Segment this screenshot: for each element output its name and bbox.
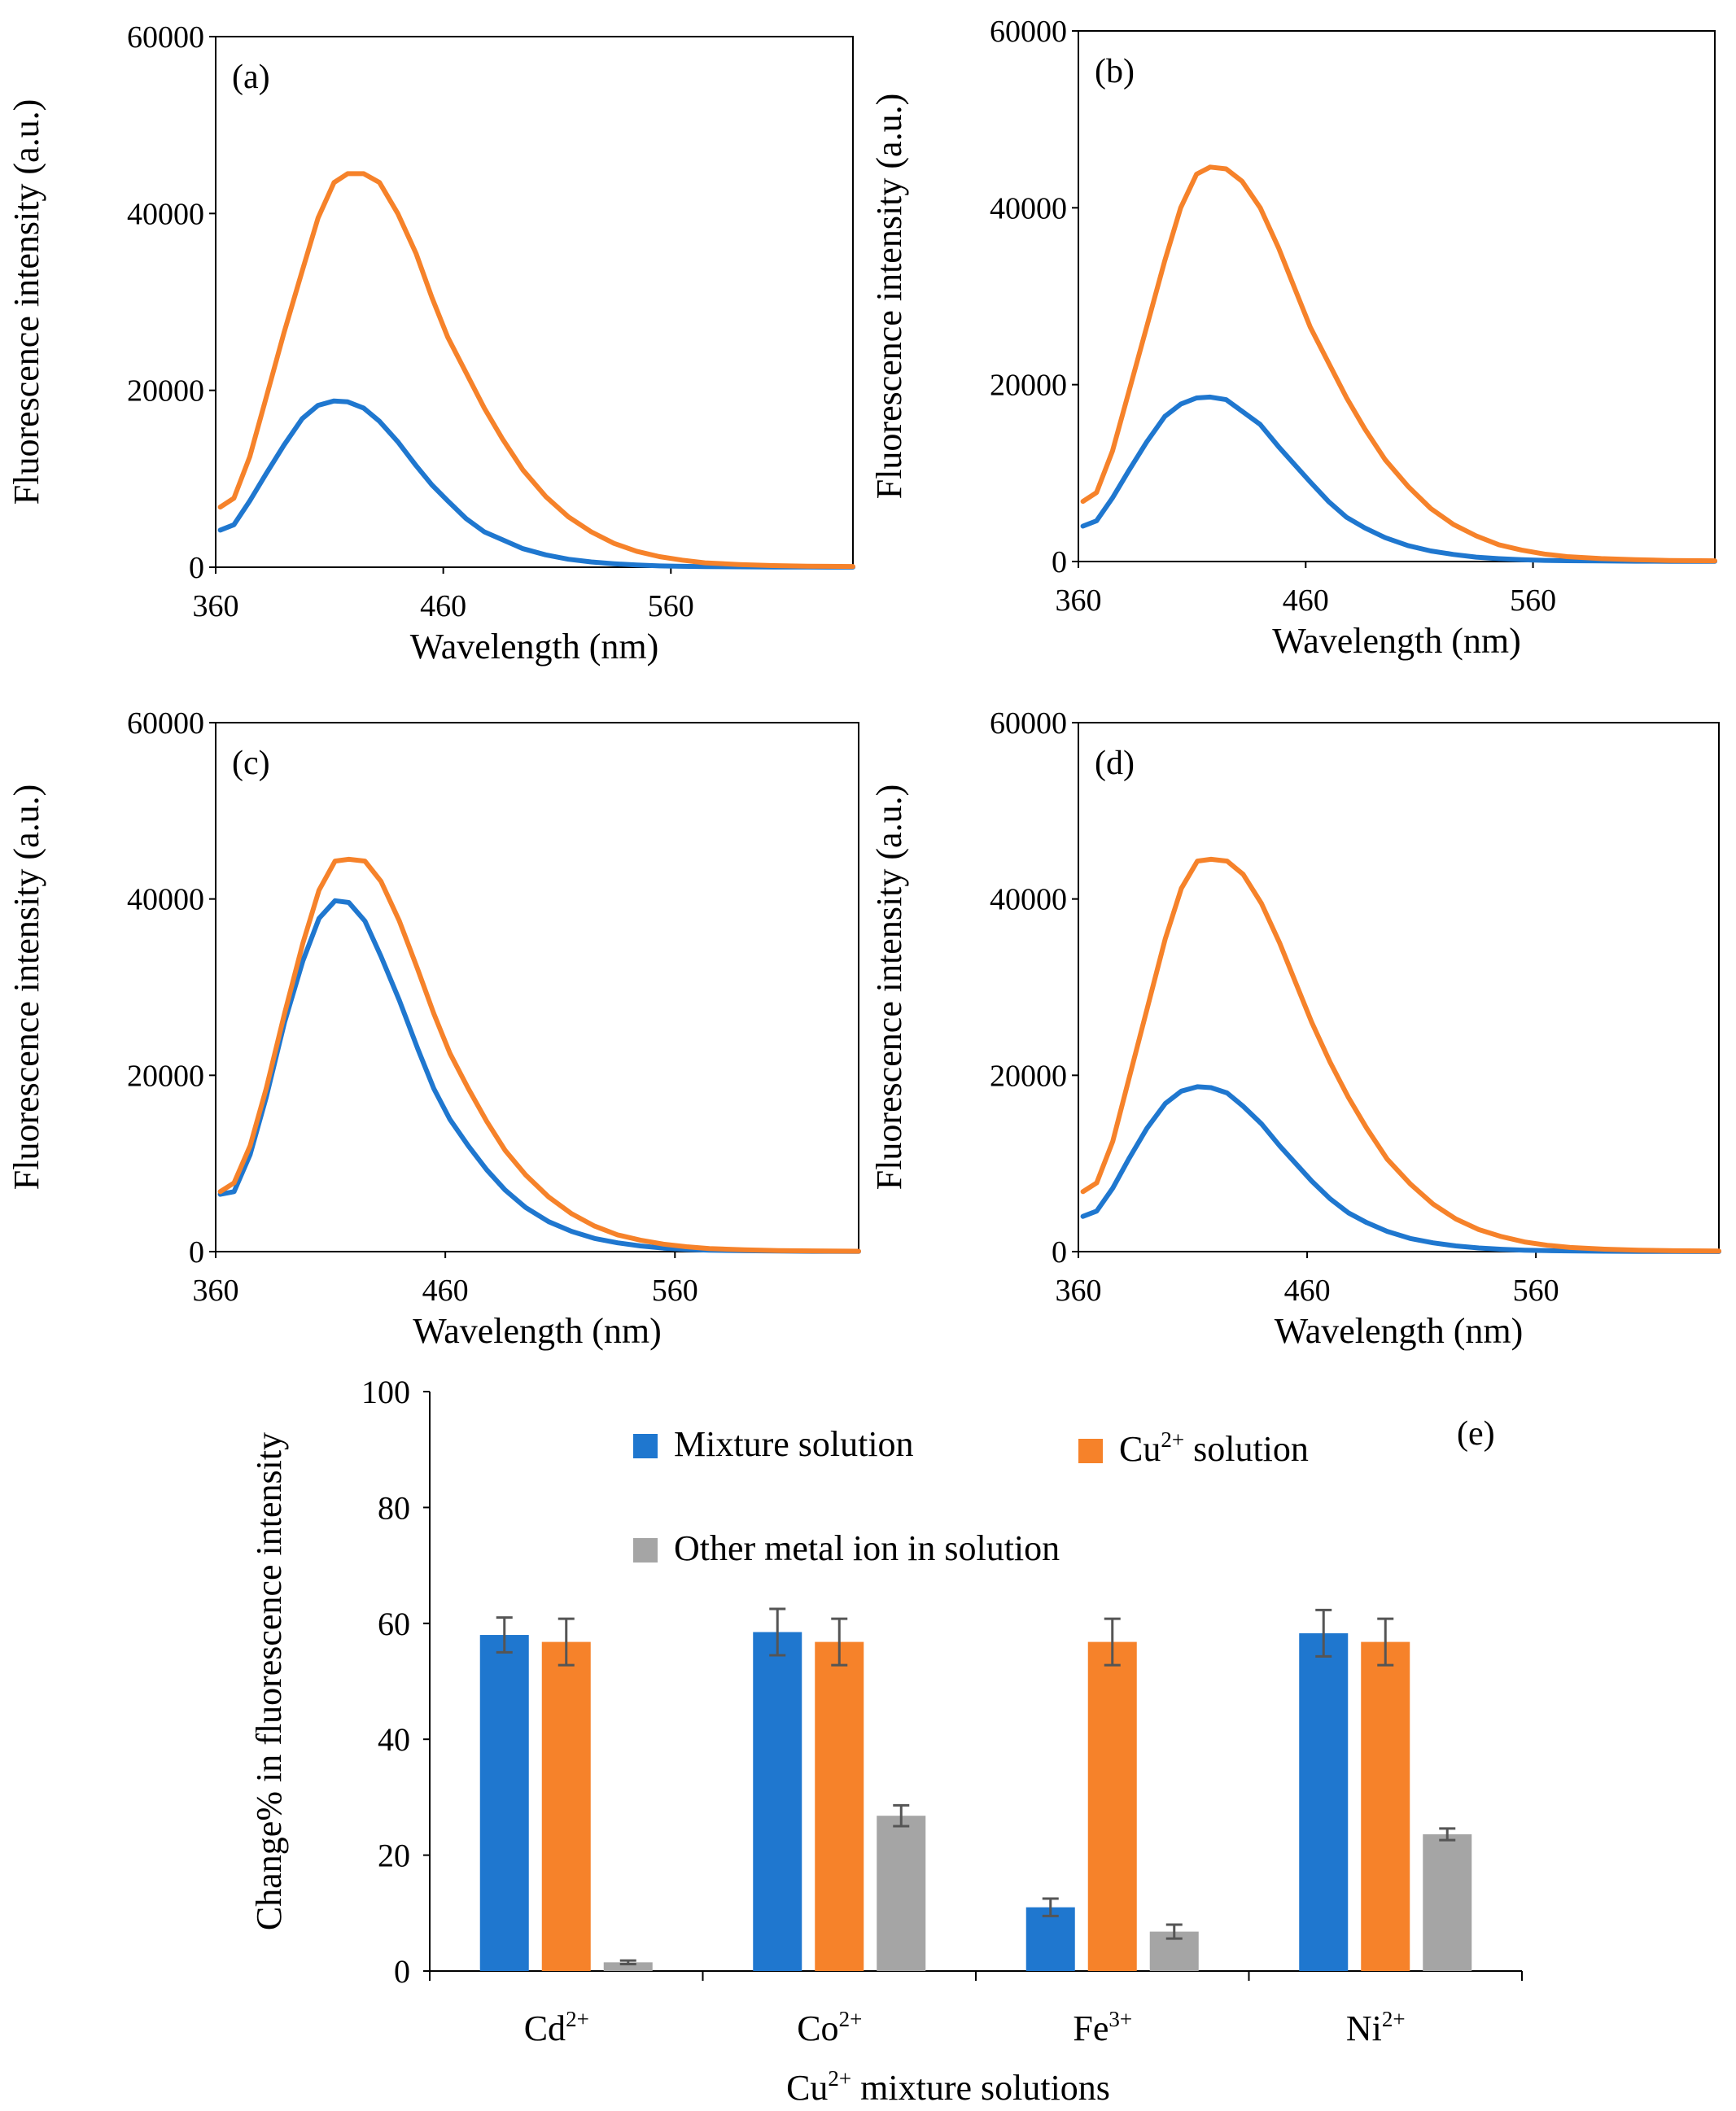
y-tick-label: 60000 (990, 15, 1067, 49)
x-tick-label: 460 (1283, 583, 1329, 618)
y-tick-label: 0 (1052, 545, 1067, 579)
x-axis-title: Wavelength (nm) (1272, 621, 1521, 661)
series-line-cu (1080, 856, 1721, 1254)
panel-label: (b) (1095, 53, 1135, 90)
series-line-mixture (217, 398, 855, 570)
legend-label: Other metal ion in solution (674, 1528, 1060, 1568)
plot-frame (1078, 722, 1720, 1252)
x-tick-label: 560 (1513, 1274, 1559, 1308)
legend-label: Mixture solution (674, 1424, 914, 1464)
series-line-cu (217, 171, 855, 570)
bar-2-3 (1423, 1833, 1472, 1971)
y-tick-label: 40000 (990, 191, 1067, 225)
y-tick-label: 20 (378, 1838, 410, 1874)
y-tick-label: 60 (378, 1606, 410, 1642)
panel-label: (c) (232, 745, 270, 782)
x-tick-label: 360 (1056, 583, 1102, 618)
bar-1-1 (815, 1641, 864, 1971)
y-tick-label: 40 (378, 1721, 410, 1758)
x-tick-label: 560 (648, 589, 694, 623)
y-tick-label: 60000 (127, 20, 204, 55)
bar-0-1 (753, 1632, 802, 1971)
y-axis-title: Fluorescence intensity (a.u.) (869, 785, 909, 1191)
panel-label: (a) (232, 59, 270, 96)
category-label: Co2+ (797, 2007, 862, 2048)
category-label: Cd2+ (524, 2007, 589, 2048)
series-line-mixture (1080, 1084, 1721, 1254)
legend-swatch (633, 1538, 658, 1562)
x-axis-title: Wavelength (nm) (413, 1311, 662, 1351)
y-tick-label: 20000 (127, 374, 204, 409)
series-line-cu (217, 856, 861, 1254)
y-tick-label: 80 (378, 1489, 410, 1526)
y-tick-label: 20000 (990, 1059, 1067, 1093)
legend-label: Cu2+ solution (1119, 1427, 1309, 1469)
bar-0-2 (1025, 1907, 1075, 1971)
legend-swatch (633, 1434, 658, 1458)
y-tick-label: 20000 (127, 1059, 204, 1093)
x-tick-label: 460 (1284, 1274, 1331, 1308)
y-tick-label: 60000 (127, 706, 204, 741)
x-tick-label: 460 (420, 589, 466, 623)
category-label: Fe3+ (1073, 2007, 1132, 2048)
series-line-mixture (1080, 394, 1717, 564)
y-tick-label: 0 (189, 1235, 204, 1270)
y-axis-title: Fluorescence intensity (a.u.) (869, 94, 909, 500)
bar-0-0 (479, 1635, 529, 1971)
series-line-mixture (217, 898, 861, 1254)
line-panel-a: 0 20000 40000 60000 360 460 560 Wavelength (nm)… (7, 20, 855, 667)
y-tick-label: 60000 (990, 706, 1067, 741)
y-tick-label: 40000 (990, 883, 1067, 917)
bar-1-3 (1361, 1641, 1410, 1971)
bar-2-1 (877, 1816, 926, 1971)
bar-1-0 (541, 1641, 591, 1971)
x-tick-label: 560 (1510, 583, 1556, 618)
y-axis-title: Change% in fluorescence intensity (249, 1432, 289, 1930)
y-tick-label: 0 (1052, 1235, 1067, 1270)
plot-frame (1078, 30, 1716, 562)
y-tick-label: 40000 (127, 197, 204, 231)
x-tick-label: 360 (193, 1274, 239, 1308)
x-axis-title: Cu2+ mixture solutions (786, 2066, 1110, 2108)
y-tick-label: 100 (361, 1374, 410, 1410)
y-tick-label: 0 (189, 551, 204, 585)
x-tick-label: 360 (193, 589, 239, 623)
x-axis-title: Wavelength (nm) (1275, 1311, 1524, 1351)
bar-0-3 (1299, 1632, 1349, 1971)
bar-2-0 (603, 1962, 653, 1971)
plot-frame (215, 36, 854, 568)
x-tick-label: 460 (422, 1274, 469, 1308)
bar-1-2 (1087, 1641, 1137, 1971)
y-tick-label: 0 (394, 1953, 410, 1990)
y-tick-label: 40000 (127, 883, 204, 917)
y-axis-title: Fluorescence intensity (a.u.) (7, 99, 46, 505)
x-axis-title: Wavelength (nm) (410, 627, 659, 667)
panel-label: (d) (1095, 745, 1135, 782)
panel-label: (e) (1457, 1415, 1495, 1453)
plot-frame (215, 722, 859, 1252)
x-tick-label: 560 (652, 1274, 698, 1308)
x-tick-label: 360 (1056, 1274, 1102, 1308)
bar-panel-e: 0 20 40 60 80 100 Cd2+ Co2+ Fe3+ Ni2+ Cu2+ mixture… (249, 1374, 1523, 2108)
series-line-cu (1080, 164, 1717, 564)
y-axis-title: Fluorescence intensity (a.u.) (7, 785, 46, 1191)
legend-swatch (1078, 1439, 1103, 1463)
y-tick-label: 20000 (990, 369, 1067, 403)
category-label: Ni2+ (1346, 2007, 1406, 2048)
